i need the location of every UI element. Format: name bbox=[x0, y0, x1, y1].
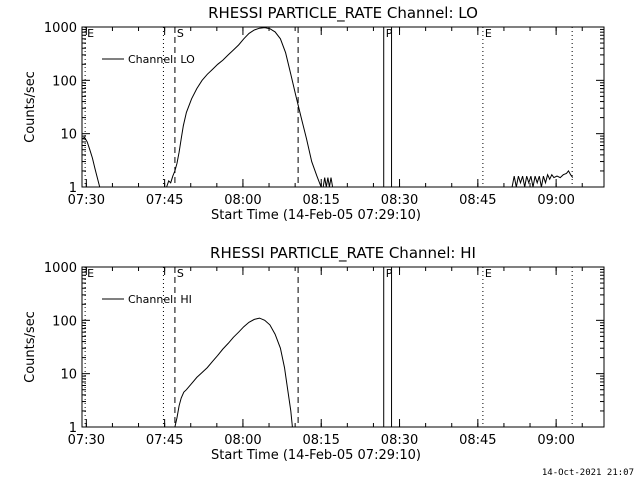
event-marker-label: P bbox=[386, 27, 393, 40]
y-tick-label: 100 bbox=[52, 74, 77, 89]
chart-panel-hi: RHESSI PARTICLE_RATE Channel: HI E S P E 07:3… bbox=[23, 244, 605, 463]
event-marker-label: E bbox=[87, 267, 94, 280]
series-line-segment bbox=[322, 177, 334, 188]
legend-label: Channel: HI bbox=[128, 293, 192, 306]
y-tick-label: 1 bbox=[69, 181, 77, 196]
series-line-segment bbox=[166, 27, 322, 188]
plot-frame bbox=[81, 266, 605, 428]
event-marker-label: S bbox=[177, 27, 184, 40]
x-tick-label: 09:00 bbox=[537, 433, 574, 448]
x-tick-label: 07:30 bbox=[68, 193, 105, 208]
event-marker-label: E bbox=[87, 27, 94, 40]
x-tick-label: 08:30 bbox=[381, 193, 418, 208]
chart-title: RHESSI PARTICLE_RATE Channel: HI bbox=[210, 244, 476, 263]
series-line-segment bbox=[174, 317, 293, 428]
x-tick-label: 09:00 bbox=[537, 193, 574, 208]
series-line-segment bbox=[511, 170, 574, 188]
plot-timestamp: 14-Oct-2021 21:07 bbox=[542, 468, 634, 478]
x-tick-label: 07:30 bbox=[68, 433, 105, 448]
event-marker-label: P bbox=[386, 267, 393, 280]
x-tick-label: 08:00 bbox=[224, 193, 261, 208]
chart-title: RHESSI PARTICLE_RATE Channel: LO bbox=[208, 4, 478, 23]
event-marker-label: E bbox=[485, 27, 492, 40]
legend-label: Channel: LO bbox=[128, 53, 195, 66]
event-marker-label: E bbox=[485, 267, 492, 280]
x-tick-label: 08:15 bbox=[302, 193, 339, 208]
x-tick-label: 08:15 bbox=[302, 433, 339, 448]
chart-panel-lo: RHESSI PARTICLE_RATE Channel: LO E S P E 07:3… bbox=[23, 4, 605, 223]
x-tick-label: 08:00 bbox=[224, 433, 261, 448]
x-axis-label: Start Time (14-Feb-05 07:29:10) bbox=[211, 448, 421, 463]
y-tick-label: 10 bbox=[60, 368, 77, 383]
y-tick-label: 1000 bbox=[44, 261, 77, 276]
plot-frame bbox=[81, 26, 605, 188]
x-tick-label: 08:45 bbox=[459, 433, 496, 448]
x-axis-label: Start Time (14-Feb-05 07:29:10) bbox=[211, 208, 421, 223]
y-tick-label: 1000 bbox=[44, 21, 77, 36]
y-tick-label: 10 bbox=[60, 128, 77, 143]
series-line-segment bbox=[81, 136, 101, 188]
x-tick-label: 07:45 bbox=[146, 433, 183, 448]
y-tick-label: 100 bbox=[52, 314, 77, 329]
event-marker-label: S bbox=[177, 267, 184, 280]
x-tick-label: 08:30 bbox=[381, 433, 418, 448]
y-axis-label: Counts/sec bbox=[23, 311, 38, 383]
y-axis-label: Counts/sec bbox=[23, 71, 38, 143]
y-tick-label: 1 bbox=[69, 421, 77, 436]
x-tick-label: 07:45 bbox=[146, 193, 183, 208]
x-tick-label: 08:45 bbox=[459, 193, 496, 208]
